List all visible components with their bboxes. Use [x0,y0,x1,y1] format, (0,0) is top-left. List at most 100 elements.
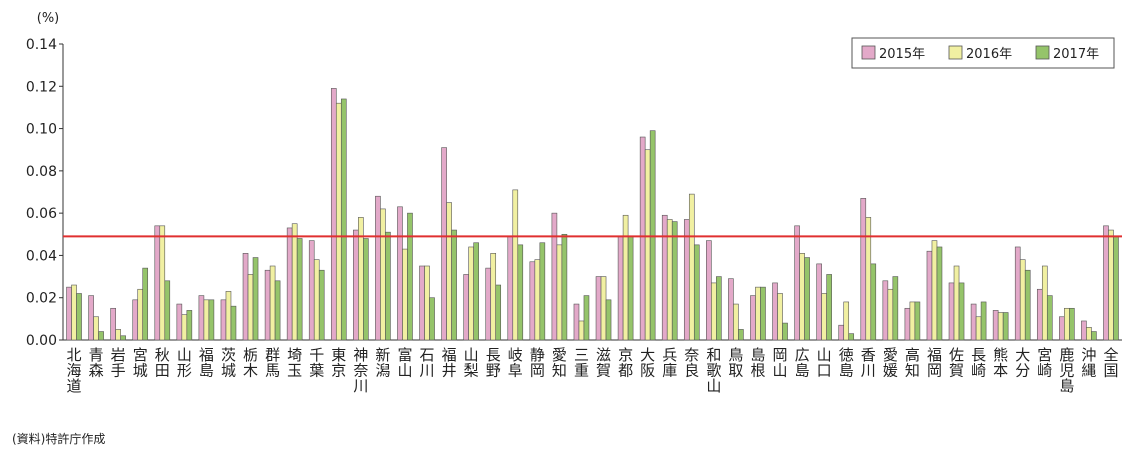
bar-2015年 [816,263,822,341]
bar-2015年 [330,88,337,341]
x-category-label: 福島 [199,346,214,380]
bar-2016年 [380,208,386,341]
bar-2017年 [716,276,722,341]
bar-2017年 [693,244,700,341]
bar-2017年 [627,236,634,341]
bar-2017年 [1091,331,1097,341]
bar-2016年 [644,149,651,341]
bar-2016年 [931,240,938,341]
bar-2016年 [424,265,430,341]
legend-swatch [861,45,876,60]
x-category-label: 沖縄 [1081,346,1096,380]
x-category-label: 山口 [817,346,832,380]
bar-2015年 [286,227,293,341]
bar-2015年 [110,307,116,341]
bar-2016年 [887,288,894,341]
bar-2016年 [181,314,188,341]
bar-2015年 [639,136,646,341]
bar-2015年 [838,324,845,341]
bar-2015年 [750,295,756,341]
bar-2015年 [397,206,403,341]
bar-2015年 [1059,316,1065,341]
bar-2015年 [772,282,778,341]
bar-2016年 [1019,259,1026,341]
bar-2017年 [605,299,612,341]
x-category-label: 福岡 [927,346,942,380]
bar-2017年 [671,221,678,341]
bar-2015年 [882,280,889,341]
bar-2017年 [760,286,766,341]
legend-label: 2017年 [1053,47,1099,62]
bar-2017年 [848,333,855,341]
bar-2016年 [159,225,166,341]
x-category-label: 島根 [750,346,765,380]
bar-2017年 [98,331,104,341]
bar-2015年 [728,278,734,341]
bar-2016年 [1064,307,1070,341]
x-category-label: 岐阜 [508,346,523,380]
bar-2016年 [247,274,254,341]
bar-2016年 [666,219,673,341]
bar-2016年 [821,293,827,341]
bar-2017年 [936,246,943,341]
bar-2015年 [132,299,139,341]
bar-2016年 [975,316,982,341]
x-category-label: 徳島 [839,346,854,380]
x-category-label: 静岡 [530,346,545,380]
x-category-label: 広島 [795,346,810,380]
bar-2016年 [291,223,298,341]
bar-2015年 [463,274,469,341]
bar-2015年 [353,229,359,341]
bar-2017年 [914,301,921,341]
x-category-label: 東京 [331,346,346,380]
x-category-label: 岩手 [111,346,126,380]
bar-2017年 [340,98,347,341]
bar-2016年 [733,303,739,341]
x-category-label: 石川 [420,346,435,380]
bar-2016年 [799,253,805,341]
x-category-label: 愛知 [552,346,567,380]
bar-2016年 [534,259,541,341]
bar-2017年 [826,274,832,341]
bar-2015年 [970,303,977,341]
source-note: (資料)特許庁作成 [12,432,106,446]
bar-2016年 [446,202,452,341]
bar-2017年 [782,322,788,341]
bar-2015年 [661,214,668,341]
bar-2017年 [1002,312,1009,341]
bar-2017年 [870,263,877,341]
bar-2015年 [860,198,867,341]
bar-2016年 [512,189,519,341]
bar-2015年 [948,282,955,341]
bar-2015年 [220,299,227,341]
x-category-label: 宮崎 [1037,346,1052,380]
bar-2015年 [617,236,624,341]
x-category-label: 熊本 [993,346,1008,380]
bar-2017年 [230,305,237,341]
bar-2015年 [992,310,999,341]
bar-2015年 [198,295,205,341]
x-category-label: 千葉 [309,346,324,380]
bar-2015年 [1014,246,1021,341]
bar-2015年 [507,236,514,341]
x-category-label: 和歌山 [706,346,721,395]
bar-2017年 [164,280,171,341]
bar-2017年 [385,231,391,341]
bar-2017年 [252,257,259,341]
x-category-label: 鹿児島 [1059,346,1074,395]
bar-2016年 [711,282,717,341]
x-category-label: 高知 [905,346,920,380]
x-category-label: 大分 [1015,346,1030,380]
bar-2015年 [573,303,580,341]
bar-2015年 [485,267,492,341]
x-category-label: 北海道 [67,346,82,395]
x-category-label: 福井 [442,346,457,380]
bar-2017年 [208,299,215,341]
x-category-label: 奈良 [684,346,699,380]
bar-2016年 [843,301,850,341]
bar-chart: (%) 0.00 0.02 0.04 0.06 0.08 0.10 0.12 0.14 北海道青森… [26,11,1122,395]
bar-2017年 [539,242,546,341]
bar-2016年 [402,248,408,341]
bar-2015年 [88,295,94,341]
